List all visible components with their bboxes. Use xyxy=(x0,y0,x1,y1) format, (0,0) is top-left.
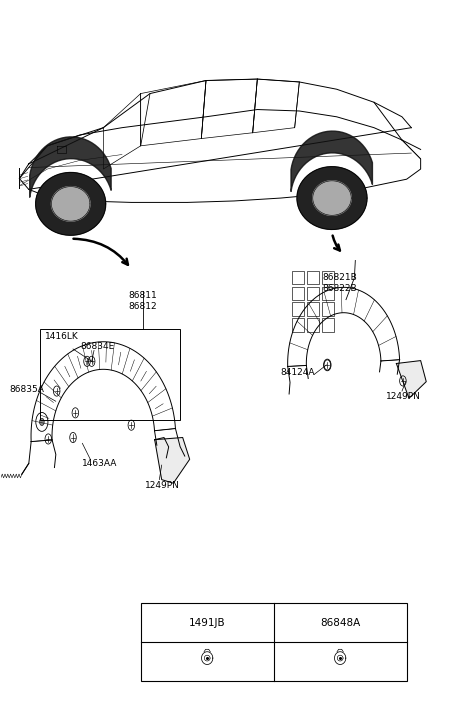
Bar xyxy=(141,603,407,681)
Bar xyxy=(322,318,334,332)
Polygon shape xyxy=(155,438,190,483)
Bar xyxy=(307,302,319,316)
Polygon shape xyxy=(36,172,106,236)
Text: 1249PN: 1249PN xyxy=(146,481,180,490)
Bar xyxy=(292,318,304,332)
Bar xyxy=(40,329,180,420)
Bar xyxy=(292,270,304,284)
Text: 1416LK: 1416LK xyxy=(45,332,79,341)
Bar xyxy=(292,302,304,316)
Text: 1463AA: 1463AA xyxy=(82,459,118,468)
Bar xyxy=(322,302,334,316)
Polygon shape xyxy=(396,361,426,398)
Circle shape xyxy=(39,418,44,425)
Polygon shape xyxy=(51,187,90,221)
Text: 1491JB: 1491JB xyxy=(189,617,226,627)
Text: 86821B
86822B: 86821B 86822B xyxy=(322,273,358,293)
Bar xyxy=(322,286,334,300)
Bar xyxy=(307,318,319,332)
Bar xyxy=(322,270,334,284)
Bar xyxy=(307,286,319,300)
Text: 86848A: 86848A xyxy=(320,617,360,627)
Text: 86835A: 86835A xyxy=(9,385,44,394)
Bar xyxy=(292,286,304,300)
Polygon shape xyxy=(313,181,351,215)
Polygon shape xyxy=(297,166,367,230)
Text: 86834E: 86834E xyxy=(80,342,114,350)
Text: 86811
86812: 86811 86812 xyxy=(129,291,157,311)
Text: 1249PN: 1249PN xyxy=(386,392,421,401)
Text: 84124A: 84124A xyxy=(281,368,315,377)
Bar xyxy=(307,270,319,284)
